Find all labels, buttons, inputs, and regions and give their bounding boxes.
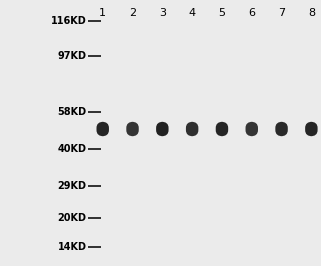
Text: 14KD: 14KD (58, 242, 87, 252)
Text: 40KD: 40KD (58, 144, 87, 154)
Text: 8: 8 (308, 8, 315, 18)
Text: 3: 3 (159, 8, 166, 18)
Text: 6: 6 (248, 8, 255, 18)
Text: 58KD: 58KD (57, 107, 87, 117)
FancyBboxPatch shape (246, 122, 258, 136)
Text: 29KD: 29KD (58, 181, 87, 191)
Text: 1: 1 (99, 8, 106, 18)
Text: 5: 5 (219, 8, 225, 18)
FancyBboxPatch shape (275, 122, 288, 136)
Text: 7: 7 (278, 8, 285, 18)
FancyBboxPatch shape (97, 122, 109, 136)
Text: 20KD: 20KD (58, 213, 87, 223)
FancyBboxPatch shape (305, 122, 317, 136)
FancyBboxPatch shape (156, 122, 169, 136)
FancyBboxPatch shape (126, 122, 139, 136)
Text: 97KD: 97KD (58, 51, 87, 61)
Text: 4: 4 (188, 8, 196, 18)
FancyBboxPatch shape (186, 122, 198, 136)
Text: 116KD: 116KD (51, 16, 87, 26)
FancyBboxPatch shape (216, 122, 228, 136)
Text: 2: 2 (129, 8, 136, 18)
